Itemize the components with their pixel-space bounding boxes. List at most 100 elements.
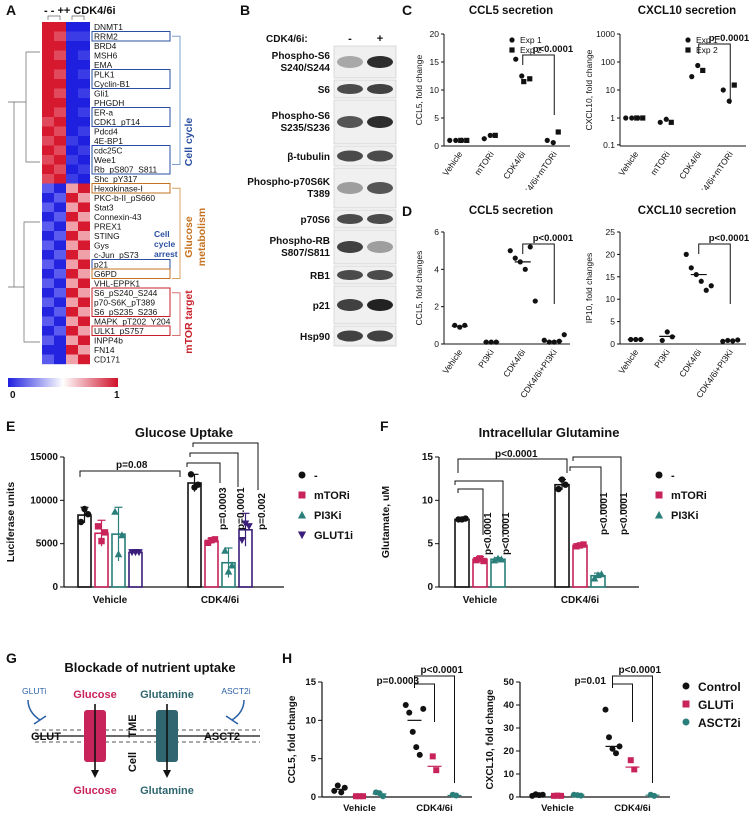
legend-label: Control — [698, 680, 741, 694]
blot-label: S6 — [318, 85, 331, 96]
cell-cycle-arrest-label: cycle — [154, 239, 176, 249]
heatmap-cell — [78, 259, 90, 270]
p-value-label: p=0.01 — [575, 676, 607, 687]
y-tick-label: 2 — [434, 302, 439, 312]
y-tick-label: 20 — [503, 746, 514, 757]
legend-marker — [655, 491, 663, 499]
data-point — [458, 137, 464, 143]
heatmap-cell — [66, 174, 78, 184]
data-point — [546, 339, 552, 345]
y-tick-label: 15000 — [30, 452, 58, 463]
heatmap-cell — [54, 31, 66, 42]
data-point — [334, 782, 341, 789]
x-tick-label: mTORi — [472, 149, 496, 177]
data-point — [720, 338, 726, 344]
data-point — [194, 481, 202, 488]
cell-cycle-arrest-label: Cell — [154, 229, 170, 239]
blot-label: β-tubulin — [287, 152, 330, 163]
data-point — [698, 278, 704, 284]
data-point — [81, 505, 88, 513]
significance-bracket — [457, 488, 484, 535]
y-tick-label: 5 — [311, 754, 317, 765]
dendro-branch — [14, 221, 40, 343]
y-tick-label: 0 — [434, 339, 439, 349]
heatmap-cell — [42, 193, 54, 203]
blot-label: Phospho-p70S6K — [247, 177, 331, 188]
y-tick-label: 100 — [601, 57, 615, 67]
x-tick-label: CDK4/6i — [677, 347, 703, 379]
bar — [77, 514, 92, 588]
gluti-inhibitor-icon — [27, 699, 47, 725]
heatmap-cell — [78, 155, 90, 165]
y-tick-label: 15 — [305, 677, 316, 688]
gene-label: c-Jun_pS73 — [94, 250, 139, 260]
colorbar — [8, 378, 118, 387]
heatmap-cell — [54, 297, 66, 308]
y-tick-label: 10 — [606, 294, 616, 304]
legend-marker — [654, 510, 664, 519]
glucose-group-label: metabolism — [196, 208, 208, 266]
heatmap-cell — [66, 69, 78, 80]
heatmap-cell — [54, 22, 66, 32]
blot-label: S807/S811 — [281, 248, 330, 259]
x-tick-label: CDK4/6i — [614, 803, 650, 814]
data-point — [558, 476, 566, 483]
glutamine-bottom-label: Glutamine — [140, 785, 194, 797]
data-point — [606, 734, 612, 741]
x-tick-label: Vehicle — [463, 595, 498, 606]
heatmap-cell — [54, 354, 66, 365]
heatmap-cell — [54, 221, 66, 232]
data-point — [224, 567, 233, 575]
y-axis-label: IP10, fold changes — [584, 253, 594, 323]
data-point — [551, 339, 557, 345]
data-point — [111, 507, 119, 515]
gene-label: Gli1 — [94, 89, 109, 99]
panel-label-a: A — [6, 2, 17, 18]
heatmap-cell — [42, 354, 54, 365]
data-point — [241, 520, 250, 528]
heatmap-cell — [42, 221, 54, 232]
data-point — [695, 62, 701, 69]
y-tick-label: 0 — [52, 582, 58, 593]
y-tick-label: 15 — [606, 272, 616, 282]
heatmap-cell — [66, 41, 78, 51]
y-tick-label: 6 — [434, 227, 439, 237]
data-point — [640, 115, 646, 121]
data-point — [238, 537, 246, 544]
data-point — [597, 570, 606, 578]
significance-bracket — [414, 675, 455, 783]
heatmap-cell — [42, 126, 54, 137]
data-point — [84, 511, 92, 518]
y-tick-label: 0 — [509, 792, 514, 803]
gene-label: EMA — [94, 60, 113, 70]
y-tick-label: 10 — [503, 769, 514, 780]
blot-band — [337, 299, 363, 311]
data-point — [512, 255, 518, 261]
heatmap-cell — [54, 278, 66, 289]
heatmap-cell — [66, 202, 78, 213]
chart-title: CCL5 secretion — [469, 205, 553, 217]
significance-bracket — [79, 470, 181, 477]
data-point — [416, 751, 423, 758]
y-tick-label: 15 — [430, 57, 440, 67]
p-value-label: p<0.0001 — [709, 233, 750, 244]
data-point — [668, 119, 674, 125]
blot-band — [337, 330, 363, 342]
significance-bracket — [186, 462, 221, 483]
heatmap-cell — [66, 297, 78, 308]
legend-label: PI3Ki — [671, 510, 699, 522]
heatmap-cell — [42, 326, 54, 336]
asct2-label: ASCT2 — [204, 731, 240, 743]
legend-marker — [685, 37, 691, 43]
heatmap-cell — [42, 174, 54, 184]
data-point — [447, 137, 453, 143]
gene-label: Hexokinase-I — [94, 184, 143, 194]
data-point — [634, 115, 640, 121]
heatmap-cell — [54, 98, 66, 108]
data-point — [527, 244, 533, 250]
gene-label: cdc25C — [94, 146, 122, 156]
data-point — [98, 537, 105, 545]
significance-bracket — [189, 452, 239, 487]
legend-marker — [509, 47, 515, 53]
heatmap-cell — [54, 345, 66, 355]
